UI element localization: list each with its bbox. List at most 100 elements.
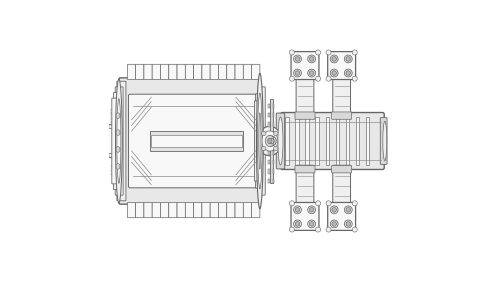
Ellipse shape [268, 138, 274, 144]
Ellipse shape [330, 220, 338, 228]
Ellipse shape [294, 206, 302, 214]
Ellipse shape [116, 79, 122, 203]
Ellipse shape [308, 69, 316, 77]
Ellipse shape [346, 208, 350, 212]
Ellipse shape [290, 227, 294, 232]
Bar [272, 104, 274, 108]
FancyBboxPatch shape [108, 129, 114, 153]
Ellipse shape [310, 57, 314, 61]
Ellipse shape [290, 201, 294, 206]
Ellipse shape [326, 201, 331, 206]
FancyBboxPatch shape [226, 64, 235, 80]
Ellipse shape [274, 146, 278, 151]
Ellipse shape [262, 146, 266, 151]
Ellipse shape [308, 55, 316, 63]
Bar [272, 113, 274, 117]
Ellipse shape [256, 73, 264, 209]
FancyBboxPatch shape [194, 202, 202, 218]
Ellipse shape [290, 76, 294, 81]
Ellipse shape [116, 147, 120, 152]
Bar [286, 117, 290, 165]
Bar [268, 160, 270, 164]
FancyBboxPatch shape [244, 202, 252, 218]
Ellipse shape [262, 131, 278, 151]
Bar [274, 136, 282, 146]
Text: Adobe Stock | #683032487: Adobe Stock | #683032487 [110, 107, 116, 175]
Ellipse shape [117, 99, 121, 183]
Ellipse shape [258, 126, 281, 156]
Ellipse shape [352, 201, 358, 206]
Ellipse shape [296, 71, 300, 75]
Ellipse shape [352, 50, 358, 55]
FancyBboxPatch shape [186, 202, 194, 218]
Ellipse shape [266, 136, 276, 146]
FancyBboxPatch shape [258, 87, 265, 195]
Ellipse shape [310, 222, 314, 226]
FancyBboxPatch shape [160, 64, 168, 80]
FancyBboxPatch shape [256, 94, 261, 188]
FancyBboxPatch shape [136, 64, 144, 80]
Ellipse shape [332, 208, 336, 212]
FancyBboxPatch shape [295, 166, 315, 173]
FancyBboxPatch shape [380, 118, 387, 164]
Ellipse shape [308, 206, 316, 214]
FancyBboxPatch shape [112, 98, 117, 184]
Ellipse shape [316, 76, 320, 81]
Bar [272, 122, 274, 127]
FancyBboxPatch shape [291, 202, 319, 230]
Ellipse shape [116, 130, 120, 135]
FancyBboxPatch shape [328, 52, 355, 80]
Bar [108, 130, 111, 152]
FancyBboxPatch shape [152, 202, 160, 218]
Bar [152, 135, 242, 147]
Ellipse shape [332, 222, 336, 226]
FancyBboxPatch shape [332, 112, 351, 119]
FancyBboxPatch shape [280, 113, 384, 169]
Ellipse shape [344, 55, 352, 63]
Bar [296, 117, 300, 165]
FancyBboxPatch shape [252, 202, 260, 218]
Bar [268, 132, 270, 136]
FancyBboxPatch shape [128, 202, 136, 218]
Ellipse shape [308, 220, 316, 228]
FancyBboxPatch shape [244, 64, 252, 80]
Ellipse shape [352, 227, 358, 232]
FancyBboxPatch shape [328, 202, 355, 230]
Ellipse shape [352, 76, 358, 81]
FancyBboxPatch shape [136, 202, 144, 218]
Bar [268, 169, 270, 174]
FancyBboxPatch shape [144, 64, 152, 80]
FancyBboxPatch shape [202, 64, 210, 80]
Ellipse shape [265, 135, 274, 147]
Ellipse shape [326, 76, 331, 81]
Ellipse shape [116, 113, 120, 118]
Ellipse shape [346, 71, 350, 75]
FancyBboxPatch shape [128, 94, 258, 188]
FancyBboxPatch shape [177, 64, 186, 80]
FancyBboxPatch shape [114, 92, 120, 190]
Bar [268, 122, 270, 127]
Bar [346, 117, 350, 165]
Ellipse shape [294, 69, 302, 77]
Bar [150, 131, 243, 151]
Ellipse shape [326, 50, 331, 55]
Ellipse shape [330, 69, 338, 77]
FancyBboxPatch shape [333, 165, 350, 207]
Ellipse shape [296, 57, 300, 61]
Ellipse shape [310, 71, 314, 75]
Bar [356, 117, 360, 165]
FancyBboxPatch shape [194, 64, 202, 80]
FancyBboxPatch shape [210, 202, 218, 218]
FancyBboxPatch shape [295, 112, 315, 119]
FancyBboxPatch shape [152, 64, 160, 80]
FancyBboxPatch shape [333, 75, 350, 117]
Ellipse shape [316, 227, 320, 232]
Bar [268, 151, 270, 155]
FancyBboxPatch shape [210, 64, 218, 80]
Ellipse shape [326, 227, 331, 232]
Bar [272, 151, 274, 155]
FancyBboxPatch shape [218, 64, 226, 80]
Bar [268, 141, 270, 146]
FancyBboxPatch shape [144, 202, 152, 218]
FancyBboxPatch shape [296, 75, 314, 117]
